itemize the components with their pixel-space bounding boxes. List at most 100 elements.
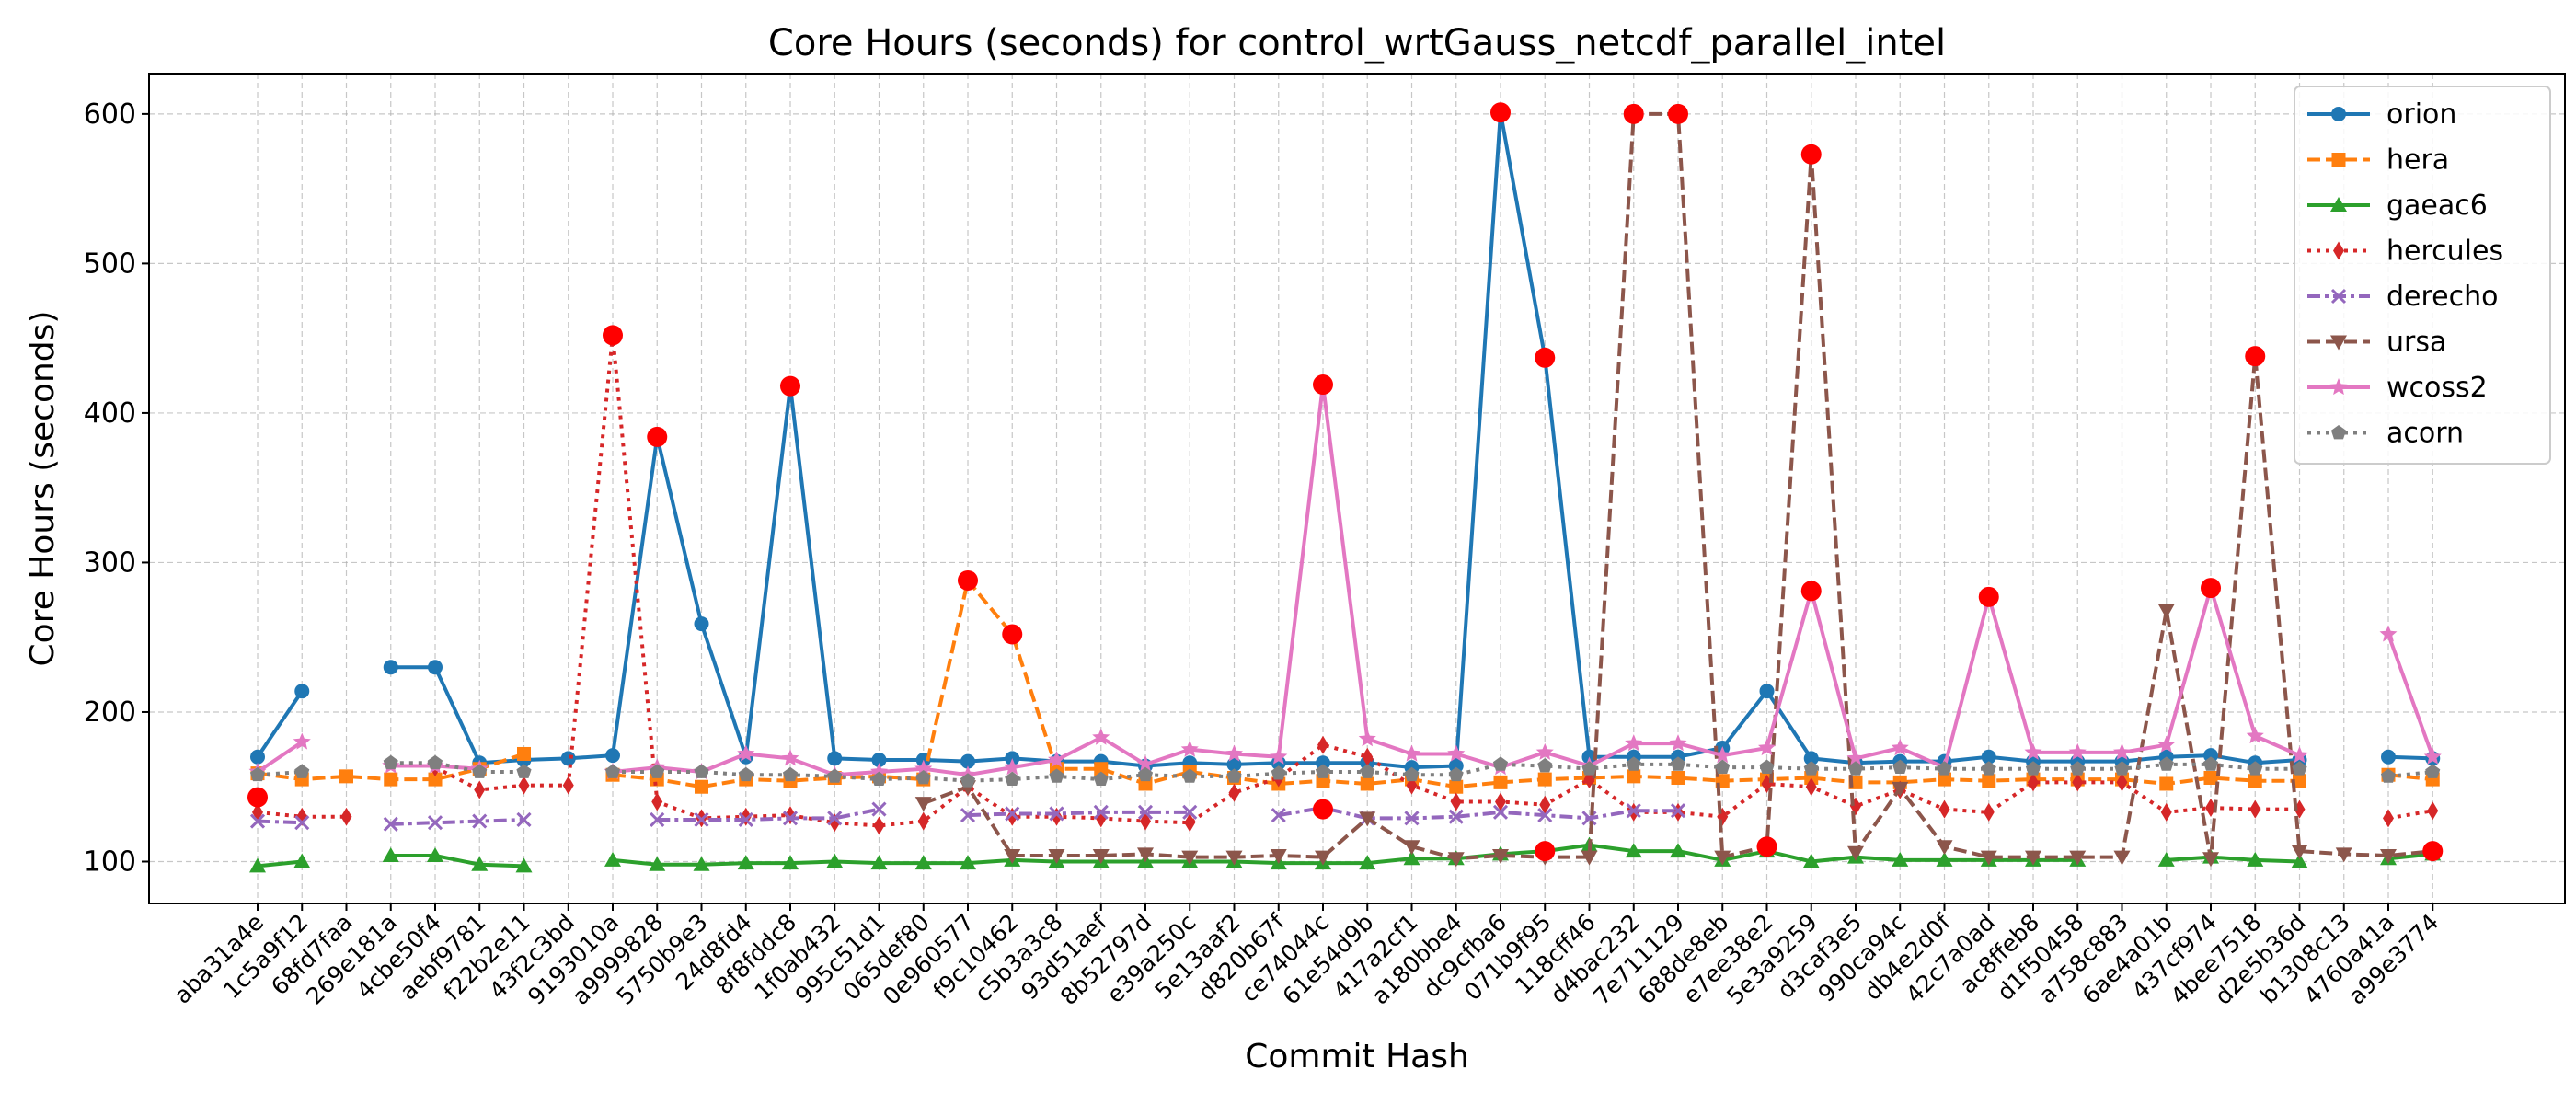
highlight-point — [2422, 841, 2444, 862]
data-point-hercules — [1983, 802, 1995, 822]
data-point-ursa — [2113, 850, 2131, 866]
legend: orion hera gaeac6 hercules derecho ursa wcoss2… — [2294, 86, 2551, 465]
legend-marker — [2329, 378, 2348, 396]
data-point-hera — [1360, 776, 1374, 791]
series-line-orion — [2387, 754, 2433, 761]
data-point-acorn — [1315, 764, 1331, 778]
data-point-gaeac6 — [693, 856, 710, 871]
data-point-orion — [1448, 758, 1464, 774]
data-point-wcoss2 — [2024, 742, 2042, 760]
data-point-acorn — [1892, 759, 1908, 774]
data-point-wcoss2 — [1003, 758, 1021, 776]
chart-title: Core Hours (seconds) for control_wrtGaus… — [768, 22, 1946, 64]
legend-item-ursa: ursa — [2307, 327, 2446, 359]
data-point-acorn — [1803, 761, 1819, 776]
highlight-point — [1668, 103, 1688, 124]
data-point-orion — [560, 751, 576, 766]
data-point-derecho — [427, 815, 443, 831]
data-point-acorn — [1937, 761, 1952, 776]
data-point-wcoss2 — [1180, 740, 1199, 757]
data-point-acorn — [472, 764, 488, 778]
data-point-hera — [1094, 762, 1109, 776]
data-point-acorn — [1759, 759, 1775, 774]
legend-item-acorn: acorn — [2307, 418, 2464, 450]
data-point-ursa — [1315, 850, 1331, 866]
highlight-point — [1313, 799, 1333, 820]
legend-item-orion: orion — [2307, 98, 2456, 131]
data-point-gaeac6 — [1802, 853, 1820, 868]
series-line-derecho — [257, 819, 303, 825]
highlight-point — [2201, 578, 2221, 599]
legend-label: wcoss2 — [2386, 372, 2488, 404]
data-point-hercules — [2072, 773, 2084, 792]
data-point-hercules — [1317, 735, 1328, 754]
data-point-hercules — [2427, 801, 2439, 821]
data-point-wcoss2 — [2379, 625, 2398, 642]
data-point-hera — [1627, 769, 1641, 784]
data-point-derecho — [827, 811, 843, 826]
data-point-acorn — [1537, 758, 1553, 773]
data-point-ursa — [1359, 811, 1376, 827]
highlight-layer — [247, 102, 2444, 862]
data-point-hera — [2293, 774, 2306, 788]
data-point-acorn — [1448, 766, 1464, 782]
data-point-wcoss2 — [2423, 747, 2442, 765]
data-point-gaeac6 — [604, 851, 621, 867]
series-line-wcoss2 — [2386, 633, 2435, 758]
data-point-ursa — [1936, 840, 1953, 856]
data-point-ursa — [1403, 840, 1420, 856]
data-point-gaeac6 — [782, 855, 799, 870]
series-line-orion — [390, 110, 2300, 770]
highlight-point — [2245, 346, 2266, 367]
data-point-ursa — [2069, 850, 2087, 866]
y-axis-label: Core Hours (seconds) — [24, 311, 62, 667]
data-point-hercules — [1938, 799, 1950, 819]
data-point-acorn — [1271, 765, 1286, 780]
data-point-orion — [250, 749, 265, 765]
legend-marker — [2331, 107, 2346, 121]
data-point-gaeac6 — [826, 853, 844, 868]
data-point-derecho — [1137, 804, 1154, 820]
data-point-orion — [694, 616, 709, 632]
data-point-ursa — [914, 797, 932, 812]
data-point-acorn — [2292, 761, 2307, 776]
data-point-derecho — [694, 811, 709, 828]
data-point-gaeac6 — [293, 853, 311, 868]
data-point-derecho — [1005, 806, 1020, 822]
data-point-ursa — [1714, 850, 1731, 866]
data-point-acorn — [1626, 756, 1641, 771]
legend-marker — [2330, 335, 2347, 351]
y-tick-label: 300 — [84, 546, 136, 579]
series-line-gaeac6 — [612, 843, 2078, 867]
data-point-derecho — [472, 813, 488, 829]
data-point-gaeac6 — [1936, 851, 1953, 867]
data-point-ursa — [2291, 845, 2308, 860]
data-point-gaeac6 — [2247, 851, 2264, 867]
data-point-acorn — [2070, 761, 2086, 776]
highlight-point — [1490, 102, 1511, 123]
data-point-ursa — [1270, 848, 1287, 864]
highlight-point — [1800, 581, 1822, 602]
data-point-wcoss2 — [1270, 747, 1288, 765]
data-point-acorn — [516, 764, 532, 778]
data-point-derecho — [1182, 804, 1198, 820]
data-point-wcoss2 — [1625, 734, 1643, 752]
data-point-wcoss2 — [1092, 728, 1110, 745]
series-line-acorn — [2387, 770, 2433, 778]
data-point-ursa — [2202, 852, 2219, 868]
data-point-orion — [871, 752, 887, 767]
data-point-derecho — [1049, 806, 1064, 822]
data-point-orion — [1759, 684, 1775, 699]
data-point-hercules — [1362, 747, 1374, 766]
data-point-acorn — [294, 764, 310, 778]
data-point-acorn — [2025, 761, 2041, 776]
series-line-acorn — [257, 770, 303, 777]
data-point-ursa — [1137, 847, 1154, 863]
data-point-hera — [339, 769, 353, 784]
data-point-acorn — [2248, 761, 2263, 776]
y-tick-label: 100 — [84, 845, 136, 878]
data-point-acorn — [915, 770, 931, 785]
data-point-wcoss2 — [1535, 742, 1554, 760]
data-point-acorn — [1492, 756, 1509, 771]
